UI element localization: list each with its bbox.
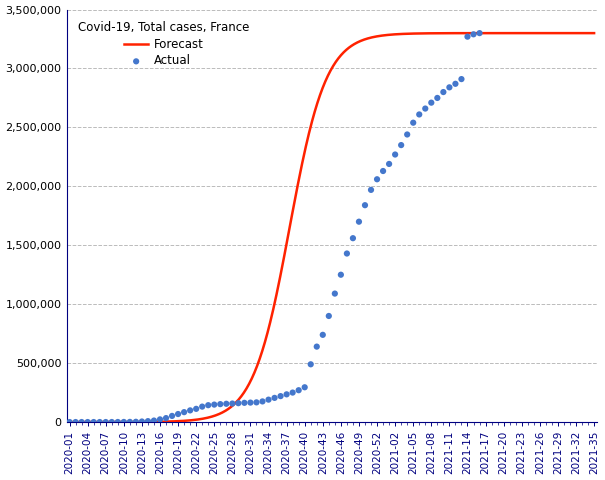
Actual [408,119,418,127]
Actual [318,331,328,339]
Actual [119,418,129,426]
Actual [227,400,237,408]
Actual [312,343,322,350]
Actual [451,80,460,88]
Forecast [119,419,126,425]
Forecast [297,168,304,174]
Forecast [426,30,433,36]
Actual [348,234,358,242]
Forecast [278,266,286,272]
Actual [167,412,177,420]
Actual [282,391,292,398]
Actual [197,403,207,410]
Actual [360,201,370,209]
Actual [354,218,364,226]
Actual [191,405,201,413]
Forecast [590,30,598,36]
Actual [457,75,466,83]
Actual [155,416,165,423]
Actual [264,396,273,404]
Actual [143,417,153,425]
Actual [173,410,183,418]
Actual [203,401,213,409]
Actual [384,160,394,168]
Actual [137,418,147,425]
Actual [288,389,298,396]
Actual [342,250,352,257]
Actual [113,418,123,426]
Forecast [485,30,492,36]
Actual [185,407,195,414]
Actual [209,401,219,408]
Actual [221,400,231,408]
Actual [324,312,333,320]
Actual [125,418,135,426]
Actual [149,417,159,424]
Actual [258,397,267,405]
Actual [252,398,261,406]
Forecast [475,30,482,36]
Actual [396,141,406,149]
Actual [300,384,310,391]
Actual [306,360,316,368]
Actual [445,84,454,91]
Actual [469,30,479,38]
Actual [294,386,304,394]
Actual [366,186,376,194]
Actual [402,131,412,138]
Actual [179,408,189,416]
Actual [439,88,448,96]
Actual [378,167,388,175]
Legend: Forecast, Actual: Forecast, Actual [73,15,256,73]
Actual [390,151,400,158]
Actual [414,110,424,118]
Actual [427,99,436,107]
Actual [107,418,117,426]
Actual [215,400,225,408]
Actual [270,394,280,402]
Actual [161,414,171,422]
Actual [83,418,93,426]
Forecast [66,419,73,425]
Actual [95,418,105,426]
Actual [101,418,111,426]
Actual [372,175,382,183]
Actual [234,399,243,407]
Actual [131,418,141,426]
Actual [420,105,430,112]
Actual [71,418,80,426]
Actual [475,29,485,37]
Actual [65,418,74,426]
Actual [336,271,345,278]
Actual [276,392,286,400]
Line: Forecast: Forecast [70,33,594,422]
Actual [433,94,442,102]
Actual [330,290,339,298]
Actual [89,418,99,426]
Actual [77,418,87,426]
Actual [463,33,473,40]
Actual [240,399,249,407]
Actual [246,399,255,407]
